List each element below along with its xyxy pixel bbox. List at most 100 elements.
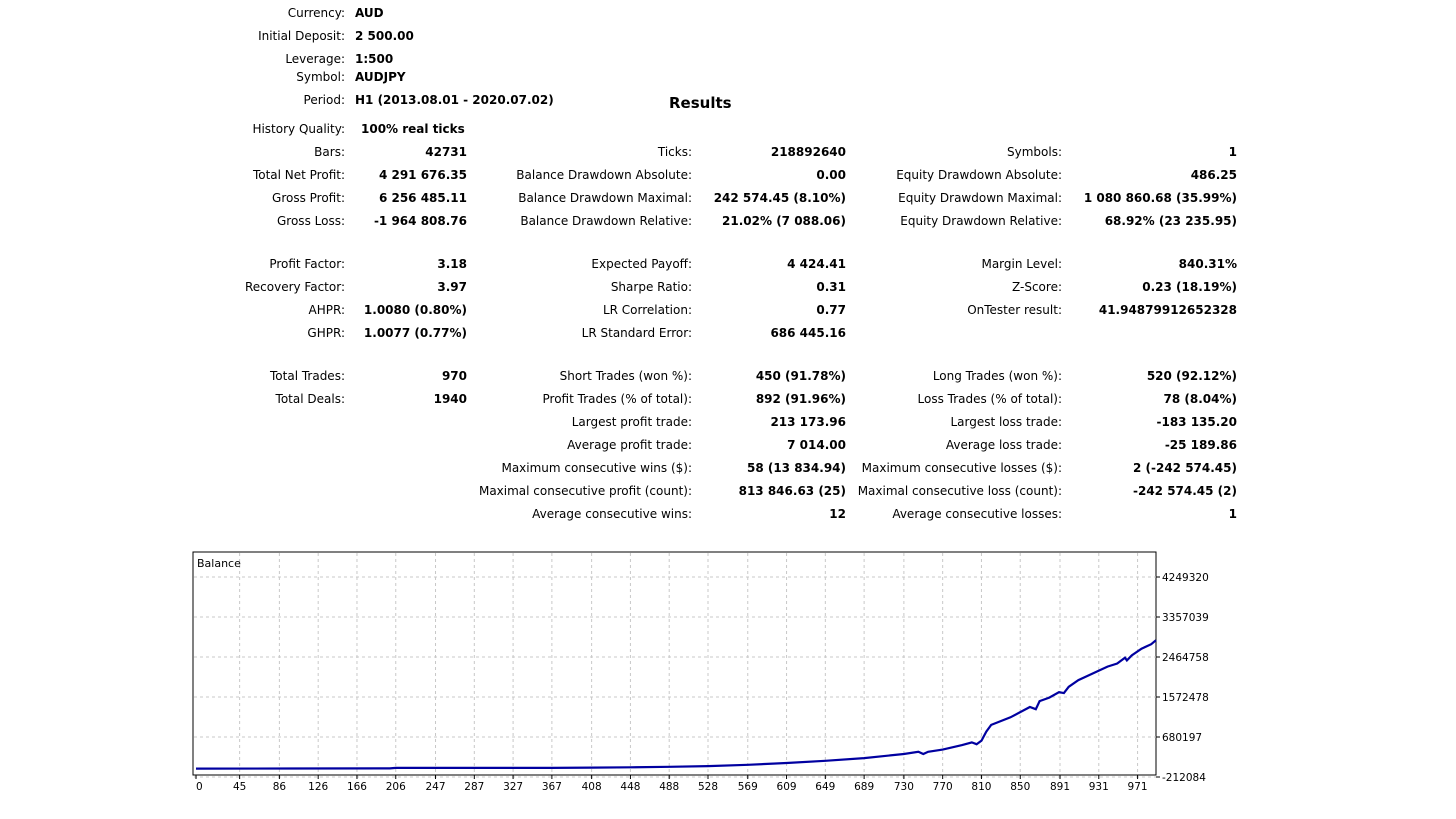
col1-value: -1 964 808.76 bbox=[373, 214, 467, 228]
col3-label: OnTester result: bbox=[967, 303, 1062, 317]
col2-label: Profit Trades (% of total): bbox=[542, 392, 692, 406]
col2-value: 7 014.00 bbox=[787, 438, 846, 452]
y-tick-label: 3357039 bbox=[1162, 612, 1209, 624]
col2-value: 813 846.63 (25) bbox=[738, 484, 846, 498]
col3-value: -242 574.45 (2) bbox=[1132, 484, 1237, 498]
col1-label: Total Deals: bbox=[275, 392, 345, 406]
symbol-label: Symbol: bbox=[296, 70, 345, 84]
col2-label: Maximal consecutive profit (count): bbox=[478, 484, 692, 498]
col1-value: 1.0080 (0.80%) bbox=[363, 303, 467, 317]
x-tick-label: 367 bbox=[542, 781, 562, 793]
deposit-label: Initial Deposit: bbox=[258, 29, 345, 43]
x-tick-label: 408 bbox=[582, 781, 602, 793]
col2-label: Short Trades (won %): bbox=[559, 369, 692, 383]
y-tick-label: 1572478 bbox=[1162, 692, 1209, 704]
x-tick-label: 0 bbox=[196, 781, 203, 793]
col2-value: 218892640 bbox=[770, 145, 846, 159]
col2-value: 0.77 bbox=[816, 303, 846, 317]
col1-value: 4 291 676.35 bbox=[378, 168, 467, 182]
col3-label: Z-Score: bbox=[1012, 280, 1062, 294]
col1-label: Bars: bbox=[314, 145, 345, 159]
x-tick-label: 45 bbox=[233, 781, 246, 793]
chart-title: Balance bbox=[197, 557, 241, 570]
y-axis: 4249320 3357039 2464758 1572478 680197 -21208… bbox=[1156, 572, 1209, 784]
col2-label: Maximum consecutive wins ($): bbox=[501, 461, 692, 475]
x-tick-label: 609 bbox=[777, 781, 797, 793]
period-value: H1 (2013.08.01 - 2020.07.02) bbox=[355, 93, 554, 107]
col2-label: Expected Payoff: bbox=[591, 257, 692, 271]
col3-label: Symbols: bbox=[1007, 145, 1062, 159]
results-title: Results bbox=[669, 94, 732, 112]
col2-value: 242 574.45 (8.10%) bbox=[713, 191, 846, 205]
currency-value: AUD bbox=[355, 6, 384, 20]
deposit-value: 2 500.00 bbox=[355, 29, 414, 43]
x-tick-label: 488 bbox=[659, 781, 679, 793]
col2-value: 21.02% (7 088.06) bbox=[722, 214, 846, 228]
x-tick-label: 166 bbox=[347, 781, 367, 793]
col2-label: Balance Drawdown Maximal: bbox=[518, 191, 692, 205]
col3-value: -183 135.20 bbox=[1156, 415, 1237, 429]
col2-value: 892 (91.96%) bbox=[755, 392, 846, 406]
x-tick-label: 86 bbox=[273, 781, 287, 793]
x-tick-label: 528 bbox=[698, 781, 718, 793]
col2-value: 450 (91.78%) bbox=[755, 369, 846, 383]
col1-value: 6 256 485.11 bbox=[378, 191, 467, 205]
symbol-value: AUDJPY bbox=[355, 70, 406, 84]
col2-label: Average profit trade: bbox=[567, 438, 692, 452]
col3-value: 1 bbox=[1228, 507, 1237, 521]
col1-value: 1940 bbox=[433, 392, 467, 406]
col2-label: Balance Drawdown Absolute: bbox=[516, 168, 692, 182]
col2-label: LR Correlation: bbox=[602, 303, 692, 317]
col3-label: Margin Level: bbox=[981, 257, 1062, 271]
col3-label: Equity Drawdown Maximal: bbox=[898, 191, 1062, 205]
y-tick-label: 680197 bbox=[1162, 732, 1202, 744]
x-tick-label: 850 bbox=[1010, 781, 1030, 793]
col1-value: 42731 bbox=[425, 145, 467, 159]
col2-label: Average consecutive wins: bbox=[532, 507, 692, 521]
col1-label: Total Net Profit: bbox=[252, 168, 345, 182]
col1-label: Gross Profit: bbox=[272, 191, 345, 205]
col1-label: GHPR: bbox=[307, 326, 345, 340]
col3-label: Loss Trades (% of total): bbox=[917, 392, 1063, 406]
currency-label: Currency: bbox=[287, 6, 345, 20]
period-label: Period: bbox=[303, 93, 345, 107]
chart-grid bbox=[194, 553, 1156, 778]
col2-value: 213 173.96 bbox=[770, 415, 846, 429]
chart-frame bbox=[192, 551, 1157, 776]
x-tick-label: 206 bbox=[386, 781, 406, 793]
col2-value: 4 424.41 bbox=[787, 257, 846, 271]
col3-value: 486.25 bbox=[1190, 168, 1237, 182]
col2-value: 12 bbox=[829, 507, 846, 521]
x-tick-label: 971 bbox=[1128, 781, 1148, 793]
col3-value: 1 080 860.68 (35.99%) bbox=[1083, 191, 1237, 205]
col3-value: 78 (8.04%) bbox=[1163, 392, 1237, 406]
col2-value: 686 445.16 bbox=[770, 326, 846, 340]
x-tick-label: 689 bbox=[854, 781, 874, 793]
col1-label: AHPR: bbox=[308, 303, 345, 317]
col2-label: Largest profit trade: bbox=[571, 415, 692, 429]
col3-value: 68.92% (23 235.95) bbox=[1104, 214, 1237, 228]
col1-value: 970 bbox=[441, 369, 467, 383]
x-tick-label: 247 bbox=[425, 781, 445, 793]
col2-value: 0.00 bbox=[816, 168, 846, 182]
col1-label: Total Trades: bbox=[270, 369, 345, 383]
history-quality-label: History Quality: bbox=[252, 122, 345, 136]
col3-value: 1 bbox=[1228, 145, 1237, 159]
x-tick-label: 287 bbox=[464, 781, 484, 793]
col2-label: Balance Drawdown Relative: bbox=[520, 214, 692, 228]
x-axis: 0 45 86 126 166 206 247 287 327 367 408 448 488 528 56… bbox=[195, 775, 1148, 793]
col3-label: Average loss trade: bbox=[945, 438, 1062, 452]
leverage-value: 1:500 bbox=[355, 52, 394, 66]
col3-value: -25 189.86 bbox=[1164, 438, 1237, 452]
col3-label: Equity Drawdown Absolute: bbox=[896, 168, 1062, 182]
col2-label: LR Standard Error: bbox=[581, 326, 692, 340]
y-tick-label: 2464758 bbox=[1162, 652, 1209, 664]
col3-label: Largest loss trade: bbox=[950, 415, 1062, 429]
col2-label: Sharpe Ratio: bbox=[610, 280, 692, 294]
col2-label: Ticks: bbox=[657, 145, 692, 159]
col1-label: Profit Factor: bbox=[269, 257, 345, 271]
history-quality-value: 100% real ticks bbox=[361, 122, 465, 136]
col1-label: Recovery Factor: bbox=[244, 280, 345, 294]
x-tick-label: 649 bbox=[815, 781, 835, 793]
